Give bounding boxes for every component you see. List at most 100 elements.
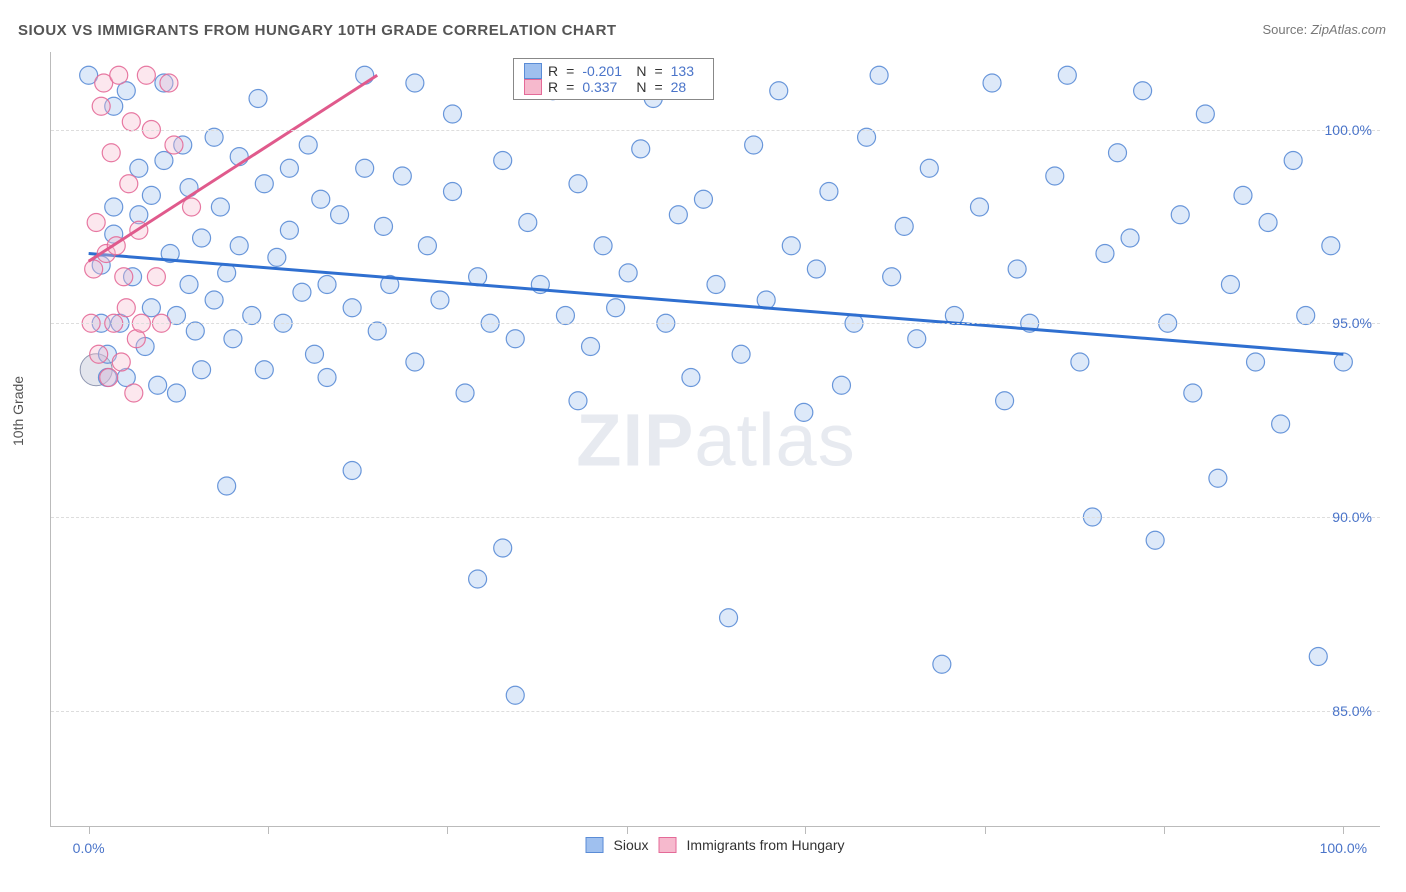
scatter-point-sioux [431, 291, 449, 309]
scatter-point-sioux [130, 159, 148, 177]
scatter-point-hungary [102, 144, 120, 162]
chart-container: SIOUX VS IMMIGRANTS FROM HUNGARY 10TH GR… [0, 0, 1406, 892]
scatter-point-sioux [105, 198, 123, 216]
scatter-point-sioux [456, 384, 474, 402]
scatter-point-hungary [85, 260, 103, 278]
scatter-point-sioux [1146, 531, 1164, 549]
scatter-point-sioux [406, 353, 424, 371]
scatter-point-sioux [255, 175, 273, 193]
stats-row-hungary: R=0.337N=28 [524, 79, 703, 95]
scatter-point-sioux [1322, 237, 1340, 255]
scatter-point-sioux [1334, 353, 1352, 371]
r-value-hungary: 0.337 [582, 79, 630, 95]
x-tick [805, 826, 806, 834]
regression-line-sioux [89, 254, 1344, 355]
source-name: ZipAtlas.com [1311, 22, 1386, 37]
scatter-point-sioux [820, 183, 838, 201]
scatter-point-hungary [112, 353, 130, 371]
scatter-point-sioux [883, 268, 901, 286]
scatter-point-sioux [1297, 307, 1315, 325]
scatter-point-sioux [1234, 186, 1252, 204]
scatter-point-sioux [1134, 82, 1152, 100]
scatter-point-sioux [1196, 105, 1214, 123]
scatter-point-sioux [418, 237, 436, 255]
scatter-point-sioux [1209, 469, 1227, 487]
scatter-point-sioux [669, 206, 687, 224]
scatter-point-sioux [795, 403, 813, 421]
scatter-point-sioux [607, 299, 625, 317]
scatter-point-sioux [180, 276, 198, 294]
scatter-point-sioux [682, 369, 700, 387]
scatter-point-sioux [255, 361, 273, 379]
scatter-point-sioux [406, 74, 424, 92]
scatter-point-sioux [494, 539, 512, 557]
scatter-point-sioux [193, 361, 211, 379]
scatter-point-sioux [318, 276, 336, 294]
scatter-point-sioux [1309, 648, 1327, 666]
y-tick-label: 100.0% [1325, 122, 1372, 138]
scatter-point-hungary [92, 97, 110, 115]
scatter-point-sioux [870, 66, 888, 84]
scatter-point-sioux [1284, 152, 1302, 170]
scatter-point-sioux [211, 198, 229, 216]
scatter-point-sioux [920, 159, 938, 177]
scatter-point-sioux [1109, 144, 1127, 162]
x-tick [1343, 826, 1344, 834]
scatter-point-sioux [720, 609, 738, 627]
scatter-point-sioux [506, 686, 524, 704]
n-value-hungary: 28 [671, 79, 703, 95]
scatter-point-sioux [299, 136, 317, 154]
scatter-point-sioux [858, 128, 876, 146]
scatter-point-sioux [519, 214, 537, 232]
scatter-point-sioux [807, 260, 825, 278]
scatter-point-sioux [1221, 276, 1239, 294]
scatter-point-hungary [100, 369, 118, 387]
y-tick-label: 85.0% [1332, 703, 1372, 719]
scatter-point-sioux [1046, 167, 1064, 185]
scatter-point-sioux [305, 345, 323, 363]
scatter-point-sioux [832, 376, 850, 394]
scatter-point-hungary [87, 214, 105, 232]
scatter-point-hungary [120, 175, 138, 193]
gridline-h [51, 517, 1380, 518]
scatter-point-sioux [280, 159, 298, 177]
scatter-point-hungary [117, 299, 135, 317]
scatter-point-hungary [125, 384, 143, 402]
scatter-point-sioux [1071, 353, 1089, 371]
scatter-point-sioux [582, 338, 600, 356]
scatter-point-sioux [970, 198, 988, 216]
scatter-point-sioux [268, 248, 286, 266]
scatter-point-sioux [218, 477, 236, 495]
x-tick [627, 826, 628, 834]
scatter-point-sioux [243, 307, 261, 325]
legend-label-sioux: Sioux [614, 837, 649, 853]
x-tick [447, 826, 448, 834]
swatch-sioux [524, 63, 542, 79]
x-tick [1164, 826, 1165, 834]
scatter-point-sioux [908, 330, 926, 348]
scatter-point-sioux [343, 299, 361, 317]
scatter-point-sioux [1259, 214, 1277, 232]
scatter-point-sioux [569, 392, 587, 410]
scatter-point-sioux [506, 330, 524, 348]
gridline-h [51, 323, 1380, 324]
scatter-point-sioux [249, 90, 267, 108]
scatter-point-hungary [147, 268, 165, 286]
x-tick [268, 826, 269, 834]
y-tick-label: 95.0% [1332, 315, 1372, 331]
scatter-point-sioux [205, 291, 223, 309]
scatter-point-sioux [293, 283, 311, 301]
scatter-point-sioux [1121, 229, 1139, 247]
scatter-point-sioux [444, 105, 462, 123]
chart-title: SIOUX VS IMMIGRANTS FROM HUNGARY 10TH GR… [18, 22, 617, 39]
scatter-point-sioux [280, 221, 298, 239]
r-label: R [548, 79, 558, 95]
scatter-point-sioux [469, 570, 487, 588]
scatter-point-sioux [745, 136, 763, 154]
scatter-point-sioux [707, 276, 725, 294]
scatter-point-sioux [594, 237, 612, 255]
scatter-point-sioux [895, 217, 913, 235]
scatter-point-sioux [149, 376, 167, 394]
x-tick-label: 100.0% [1320, 840, 1367, 856]
scatter-point-sioux [569, 175, 587, 193]
